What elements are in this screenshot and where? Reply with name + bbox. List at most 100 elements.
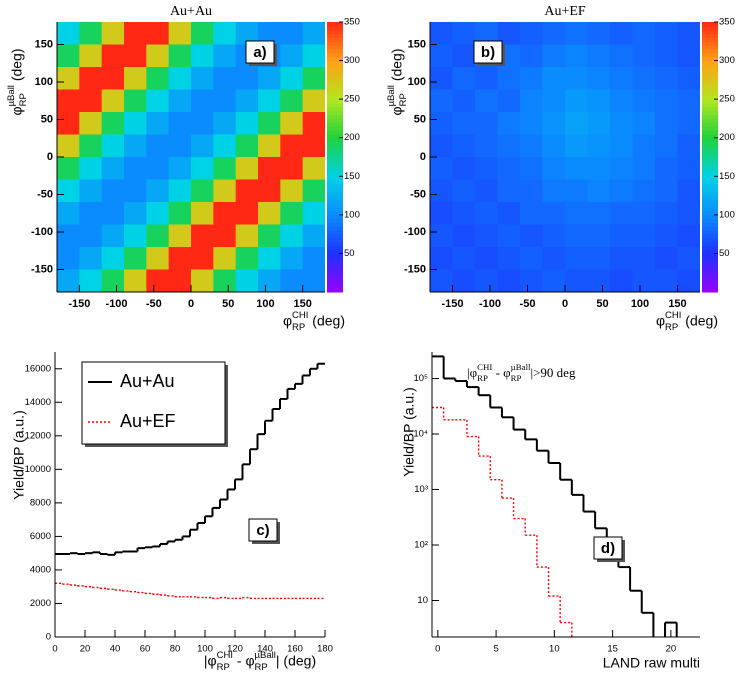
colorbar-step: [327, 72, 343, 77]
colorbar-step: [327, 230, 343, 235]
heatmap-cell: [632, 269, 656, 292]
heatmap-cell: [587, 269, 611, 292]
heatmap-cell: [101, 112, 125, 135]
colorbar-step: [327, 114, 343, 119]
colorbar-step: [702, 288, 718, 293]
colorbar-step: [702, 203, 718, 208]
colorbar-step: [702, 118, 718, 123]
heatmap-cell: [168, 67, 192, 90]
heatmap-cell: [79, 157, 103, 180]
heatmap-cell: [677, 44, 700, 68]
colorbar-tick-label: 50: [719, 248, 730, 259]
colorbar-step: [702, 230, 718, 235]
colorbar-step: [327, 106, 343, 112]
heatmap-cell: [677, 269, 700, 292]
heatmap-cell: [430, 157, 453, 180]
heatmap-cell: [497, 202, 521, 225]
heatmap-cell: [101, 67, 125, 90]
heatmap-cell: [520, 269, 543, 292]
colorbar-step: [327, 214, 343, 220]
colorbar-step: [702, 249, 718, 254]
heatmap-cell: [497, 269, 521, 292]
x-axis-label-part: - φ: [233, 653, 255, 669]
heatmap-cell: [452, 44, 476, 68]
x-tick-label: -50: [146, 298, 162, 310]
colorbar-step: [327, 37, 343, 42]
heatmap-cell: [452, 22, 476, 45]
heatmap-cell: [475, 112, 498, 135]
heatmap-cell: [79, 112, 103, 135]
heatmap-cell: [79, 134, 103, 158]
y-tick-label: 12000: [25, 430, 51, 441]
colorbar-step: [702, 87, 718, 92]
x-tick-label: 100: [197, 644, 213, 655]
colorbar-step: [327, 234, 343, 239]
colorbar-step: [702, 33, 718, 38]
colorbar-step: [702, 103, 718, 108]
heatmap-cell: [565, 134, 588, 158]
colorbar-step: [327, 199, 343, 204]
heatmap-cell: [632, 202, 656, 225]
heatmap-cell: [655, 67, 678, 90]
heatmap-cell: [632, 134, 656, 158]
heatmap-cell: [632, 179, 656, 203]
colorbar-step: [702, 211, 718, 216]
heatmap-cell: [565, 179, 588, 203]
heatmap-cell: [79, 44, 103, 68]
heatmap-cell: [57, 247, 80, 270]
heatmap-cell: [677, 89, 700, 113]
colorbar-step: [702, 226, 718, 231]
heatmap-cell: [632, 44, 656, 68]
heatmap-cell: [542, 112, 566, 135]
colorbar-step: [327, 91, 343, 96]
heatmap-cell: [280, 112, 304, 135]
colorbar-step: [702, 218, 718, 224]
heatmap-cell: [452, 224, 476, 248]
colorbar-step: [327, 29, 343, 35]
heatmap-cell: [191, 44, 214, 68]
heatmap-cell: [213, 202, 237, 225]
colorbar-tick-label: 50: [344, 248, 355, 259]
colorbar-step: [702, 122, 718, 127]
colorbar-step: [702, 41, 718, 46]
heatmap-cell: [101, 179, 125, 203]
colorbar-step: [327, 187, 343, 193]
heatmap-cell: [213, 67, 237, 90]
x-axis-label-part: CHI: [292, 310, 308, 321]
colorbar-step: [327, 76, 343, 81]
colorbar-step: [702, 160, 718, 166]
colorbar-tick-label: 300: [344, 55, 360, 66]
heatmap-cell: [280, 67, 304, 90]
heatmap-cell: [168, 269, 192, 292]
heatmap-cell: [452, 247, 476, 270]
colorbar-step: [327, 261, 343, 266]
y-tick-label: -100: [31, 226, 53, 238]
heatmap-cell: [235, 202, 259, 225]
y-tick-label: 10: [417, 595, 428, 606]
heatmap-cell: [587, 67, 611, 90]
heatmap-cell: [302, 22, 325, 45]
heatmap-cell: [655, 112, 678, 135]
heatmap-cell: [542, 224, 566, 248]
heatmap-cell: [655, 224, 678, 248]
heatmap-cell: [280, 247, 304, 270]
x-axis-label-part: | (deg): [276, 653, 316, 669]
heatmap-cell: [57, 89, 80, 113]
heatmap-cell: [57, 134, 80, 158]
colorbar-step: [327, 191, 343, 197]
heatmap-cell: [520, 112, 543, 135]
colorbar-step: [327, 241, 343, 247]
colorbar-step: [702, 172, 718, 177]
colorbar-tick-label: 100: [344, 209, 360, 220]
colorbar-step: [327, 164, 343, 170]
heatmap-cell: [497, 224, 521, 248]
heatmap-cell: [587, 134, 611, 158]
heatmap-cell: [520, 157, 543, 180]
heatmap-cell: [542, 179, 566, 203]
heatmap-cell: [655, 202, 678, 225]
heatmap-cell: [677, 179, 700, 203]
heatmap-cell: [258, 179, 281, 203]
y-axis-label-part: φ: [9, 106, 25, 115]
